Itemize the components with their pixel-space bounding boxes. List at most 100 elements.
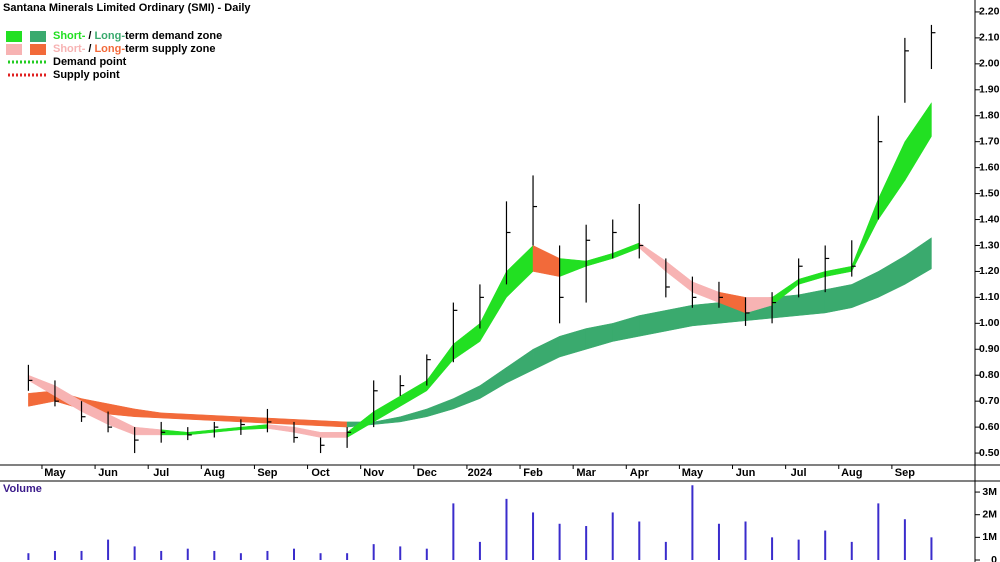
volume-bar bbox=[611, 512, 614, 560]
legend-text: Long- bbox=[94, 30, 125, 42]
zone-segment bbox=[559, 258, 587, 277]
x-tick-label: Jun bbox=[736, 467, 756, 479]
zone-segment bbox=[585, 323, 613, 350]
volume-tick-label: 0 bbox=[991, 554, 997, 562]
volume-bar bbox=[266, 550, 269, 560]
zone-segment bbox=[426, 398, 454, 418]
volume-bar bbox=[930, 537, 933, 560]
y-tick-label: 2.00 bbox=[979, 58, 1000, 70]
zone-segment bbox=[612, 242, 640, 259]
volume-bar bbox=[346, 553, 349, 560]
zone-segment bbox=[506, 244, 534, 298]
volume-bar bbox=[744, 521, 747, 560]
volume-bar bbox=[425, 548, 428, 560]
x-tick-label: 2024 bbox=[468, 467, 493, 479]
zone-segment bbox=[904, 101, 932, 182]
zone-segment bbox=[160, 412, 189, 420]
volume-bar bbox=[717, 523, 720, 560]
zone-segment bbox=[453, 322, 481, 361]
volume-tick-label: 1M bbox=[982, 531, 997, 543]
x-tick-label: Aug bbox=[204, 467, 225, 479]
volume-bar bbox=[133, 546, 136, 560]
y-tick-label: 0.70 bbox=[979, 395, 1000, 407]
volume-bar bbox=[452, 503, 455, 560]
legend-text: term demand zone bbox=[125, 30, 222, 42]
volume-bar bbox=[53, 550, 56, 560]
legend-swatch bbox=[6, 31, 22, 42]
zone-segment bbox=[585, 252, 613, 267]
volume-bar bbox=[478, 541, 481, 560]
chart-title: Santana Minerals Limited Ordinary (SMI) … bbox=[3, 2, 251, 14]
zone-segment bbox=[639, 242, 667, 272]
volume-bar bbox=[160, 550, 163, 560]
y-tick-label: 2.10 bbox=[979, 32, 1000, 44]
volume-bar bbox=[824, 530, 827, 560]
y-tick-label: 1.00 bbox=[979, 317, 1000, 329]
legend-label: Supply point bbox=[53, 69, 120, 81]
zone-segment bbox=[878, 141, 906, 221]
y-tick-label: 1.20 bbox=[979, 265, 1000, 277]
x-tick-label: Mar bbox=[576, 467, 596, 479]
legend-text: / bbox=[88, 30, 91, 42]
legend-text: Short- bbox=[53, 43, 86, 55]
zone-segment bbox=[107, 413, 135, 436]
zone-segment bbox=[293, 419, 321, 427]
volume-bar bbox=[213, 550, 216, 560]
y-tick-label: 1.80 bbox=[979, 110, 1000, 122]
zone-segment bbox=[798, 271, 826, 285]
volume-bar bbox=[107, 539, 110, 560]
x-tick-label: Jul bbox=[153, 467, 169, 479]
volume-tick-label: 3M bbox=[982, 486, 997, 498]
legend-swatch bbox=[30, 44, 46, 55]
legend-text: / bbox=[88, 43, 91, 55]
volume-bar bbox=[638, 521, 641, 560]
legend-label: Demand point bbox=[53, 56, 127, 68]
y-tick-label: 1.40 bbox=[979, 213, 1000, 225]
zone-segment bbox=[532, 335, 560, 371]
y-tick-label: 0.60 bbox=[979, 421, 1000, 433]
zone-segment bbox=[851, 198, 879, 272]
volume-bar bbox=[80, 550, 83, 560]
zone-segment bbox=[107, 403, 135, 418]
y-tick-label: 1.60 bbox=[979, 161, 1000, 173]
zone-segment bbox=[267, 424, 295, 433]
volume-bar bbox=[664, 541, 667, 560]
y-tick-label: 1.70 bbox=[979, 135, 1000, 147]
zone-segment bbox=[399, 379, 428, 407]
zone-segment bbox=[506, 348, 534, 384]
zone-segment bbox=[692, 302, 720, 327]
volume-bar bbox=[558, 523, 561, 560]
x-tick-label: Jun bbox=[98, 467, 118, 479]
volume-bar bbox=[319, 553, 322, 560]
legend-swatch bbox=[30, 31, 46, 42]
zone-segment bbox=[267, 417, 295, 425]
legend-swatch bbox=[6, 44, 22, 55]
y-tick-label: 0.50 bbox=[979, 447, 1000, 459]
zone-segment bbox=[453, 385, 481, 410]
volume-bar bbox=[585, 526, 588, 560]
zone-segment bbox=[240, 416, 268, 424]
zone-segment bbox=[320, 420, 348, 428]
x-tick-label: Sep bbox=[895, 467, 915, 479]
volume-bar bbox=[877, 503, 880, 560]
volume-bar bbox=[903, 519, 906, 560]
zone-segment bbox=[214, 415, 242, 423]
volume-bar bbox=[797, 539, 800, 560]
volume-bar bbox=[532, 512, 535, 560]
zone-segment bbox=[187, 413, 215, 421]
zone-segment bbox=[559, 328, 587, 358]
y-tick-label: 0.80 bbox=[979, 369, 1000, 381]
volume-bar bbox=[293, 548, 295, 560]
x-tick-label: Dec bbox=[417, 467, 437, 479]
zone-segment bbox=[612, 315, 640, 342]
zone-segment bbox=[240, 424, 268, 430]
zone-segment bbox=[824, 284, 853, 314]
zone-segment bbox=[665, 304, 693, 332]
zone-segment bbox=[532, 245, 560, 277]
zone-segment bbox=[904, 237, 932, 285]
x-tick-label: Oct bbox=[311, 467, 330, 479]
zone-segment bbox=[399, 408, 428, 423]
volume-bar bbox=[850, 541, 853, 560]
x-tick-label: Nov bbox=[363, 467, 385, 479]
zone-segment bbox=[134, 426, 162, 436]
